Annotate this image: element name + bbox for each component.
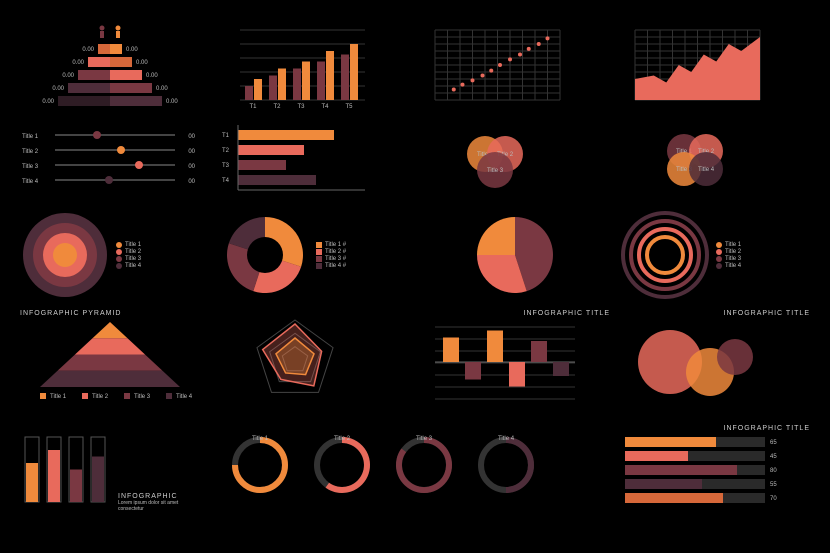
svg-text:0.00: 0.00 [42,99,54,105]
svg-text:0.00: 0.00 [52,86,64,92]
svg-text:T1: T1 [249,104,257,110]
svg-text:Title 1: Title 1 [50,394,67,400]
donut-chart: Title 1 #Title 2 #Title 3 #Title 4 # [220,210,410,300]
svg-text:Title 2: Title 2 [92,394,109,400]
svg-text:T4: T4 [321,104,329,110]
svg-text:0.00: 0.00 [82,47,94,53]
pyramid-triangle-chart: INFOGRAPHIC PYRAMID Title 1 Title 2 Title … [20,310,210,415]
svg-text:Title 4: Title 4 [698,167,715,173]
radar-chart [220,310,410,415]
svg-text:0.00: 0.00 [166,99,178,105]
svg-text:0.00: 0.00 [126,47,138,53]
concentric-rings-chart: Title 1Title 2Title 3Title 4 [620,210,810,300]
svg-text:T2: T2 [222,148,230,154]
svg-text:0.00: 0.00 [62,73,74,79]
svg-text:00: 00 [188,164,195,170]
svg-text:T1: T1 [222,133,230,139]
svg-text:Title 4: Title 4 [22,179,39,185]
thermo-title: INFOGRAPHIC [118,493,188,500]
hbar-pct-title: INFOGRAPHIC TITLE [620,425,810,432]
slider-list: Title 1 00 Title 2 00 Title 3 00 Title 4 00 [20,125,210,200]
hbar-pct-chart: INFOGRAPHIC TITLE 65 45 80 55 70 [620,425,810,512]
bubble-title: INFOGRAPHIC TITLE [620,310,810,317]
svg-text:T2: T2 [273,104,281,110]
diverge-title: INFOGRAPHIC TITLE [420,310,610,317]
bubble-chart: INFOGRAPHIC TITLE [620,310,810,415]
hbar-chart: T1 T2 T3 T4 [220,125,410,200]
svg-text:Title 3: Title 3 [416,436,433,442]
svg-text:45: 45 [770,454,777,460]
gauge-rings: Title 1 Title 2 Title 3 Title 4 [220,425,610,512]
svg-text:Title 2: Title 2 [334,436,351,442]
pie-chart [420,210,610,300]
venn4-chart: Title 1Title 2Title 3Title 4 [620,125,810,200]
chart-grid: 0.000.000.000.000.000.000.000.000.000.00… [0,0,830,532]
svg-text:Title 1: Title 1 [252,436,269,442]
svg-text:00: 00 [188,149,195,155]
scatter-line-chart [420,20,610,115]
svg-text:Title 3: Title 3 [22,164,39,170]
target-rings-chart: Title 1Title 2Title 3Title 4 [20,210,210,300]
svg-text:Title 3: Title 3 [487,168,504,174]
svg-text:65: 65 [770,440,777,446]
svg-text:Title 2: Title 2 [22,149,39,155]
svg-text:Title 4: Title 4 [176,394,193,400]
thermo-sub: Lorem ipsum dolor sit amet consectetur [118,500,188,512]
svg-text:T3: T3 [297,104,305,110]
svg-text:0.00: 0.00 [156,86,168,92]
svg-text:80: 80 [770,468,777,474]
grouped-bar-chart: T1 T2 T3 T4 T5 [220,20,410,115]
svg-text:00: 00 [188,179,195,185]
svg-text:T3: T3 [222,163,230,169]
pyramid-title: INFOGRAPHIC PYRAMID [20,310,210,317]
thermometer-bars: INFOGRAPHIC Lorem ipsum dolor sit amet c… [20,425,210,512]
area-chart [620,20,810,115]
svg-text:00: 00 [188,134,195,140]
svg-text:70: 70 [770,496,777,502]
svg-text:Title 1: Title 1 [22,134,39,140]
svg-text:0.00: 0.00 [136,60,148,66]
svg-text:T5: T5 [345,104,353,110]
svg-text:Title 3: Title 3 [134,394,151,400]
svg-text:55: 55 [770,482,777,488]
pyramid-population-chart: 0.00 0.00 0.00 0.00 0.00 0.00 0.00 0.00 0.00 0.00 [20,20,210,115]
svg-text:T4: T4 [222,178,230,184]
svg-text:0.00: 0.00 [72,60,84,66]
svg-text:0.00: 0.00 [146,73,158,79]
svg-text:Title 4: Title 4 [498,436,515,442]
diverging-bar-chart: INFOGRAPHIC TITLE [420,310,610,415]
venn3-chart: Title 1Title 2Title 3 [420,125,610,200]
